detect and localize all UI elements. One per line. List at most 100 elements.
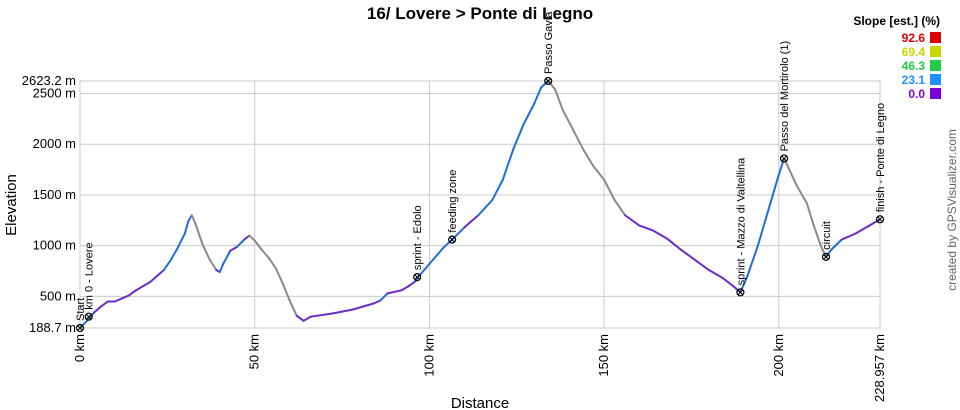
y-axis-ticks: 188.7 m 500 m 1000 m 1500 m 2000 m 2500 m2623…: [22, 73, 76, 335]
waypoint-marker-cross: [85, 313, 92, 320]
legend-title: Slope [est.] (%): [853, 14, 940, 28]
elevation-segment: [533, 86, 543, 105]
waypoint-marker-cross: [823, 253, 829, 260]
waypoint-marker-cross: [77, 325, 83, 331]
elevation-segment: [302, 315, 312, 322]
y-tick-label: 2000 m: [33, 136, 76, 151]
waypoint-label: sprint - Edolo: [412, 205, 424, 270]
elevation-segment: [840, 232, 857, 241]
elevation-segment: [400, 285, 410, 292]
elevation-segment: [756, 209, 770, 247]
elevation-segment: [463, 214, 480, 229]
legend-swatch: [930, 46, 941, 57]
elevation-segment: [561, 107, 574, 131]
elevation-segment: [522, 102, 536, 125]
x-tick-label: 150 km: [596, 334, 611, 377]
elevation-segment: [309, 314, 319, 318]
elevation-segment: [554, 88, 564, 110]
elevation-segment: [316, 312, 333, 317]
elevation-segment: [330, 308, 354, 315]
waypoint-marker-cross: [877, 216, 883, 223]
elevation-segment: [707, 269, 724, 280]
elevation-segment: [229, 245, 239, 252]
waypoint-label: Start: [75, 298, 87, 321]
legend-entry-label: 23.1: [902, 73, 926, 87]
waypoint-marker-cross: [737, 289, 744, 296]
waypoint-marker: [448, 235, 457, 244]
elevation-segment: [379, 292, 389, 302]
elevation-segment: [218, 262, 225, 274]
waypoint-label: circuit: [821, 221, 833, 250]
elevation-segment: [407, 280, 417, 288]
legend-swatch: [930, 60, 941, 71]
waypoint-label: Passo Gavia: [543, 11, 555, 74]
waypoint-marker: [779, 154, 789, 163]
elevation-segment: [830, 238, 843, 251]
x-tick-label: 228.957 km: [872, 334, 887, 402]
elevation-segment: [777, 157, 786, 176]
elevation-segment: [222, 249, 232, 265]
x-tick-label: 0 km: [72, 334, 87, 362]
elevation-segment: [169, 246, 179, 261]
elevation-segment: [274, 267, 284, 285]
elevation-series: [79, 80, 881, 329]
elevation-segment: [693, 258, 710, 272]
waypoint-marker: [821, 252, 831, 261]
legend-entry-label: 69.4: [902, 45, 926, 59]
elevation-segment: [721, 277, 735, 288]
elevation-segment: [491, 178, 504, 202]
elevation-segment: [819, 244, 827, 258]
elevation-segment: [295, 314, 305, 322]
x-axis-ticks: 0 km 50 km 100 km 150 km 200 km 228.957 km: [72, 334, 887, 402]
elevation-segment: [351, 302, 375, 311]
y-axis-label: Elevation: [3, 174, 20, 236]
y-tick-label: 1500 m: [33, 187, 76, 202]
elevation-segment: [99, 300, 109, 308]
legend: Slope [est.] (%) 92.669.446.323.10.0: [853, 14, 941, 101]
elevation-segment: [624, 214, 641, 227]
y-tick-label: 188.7 m: [29, 320, 76, 335]
elevation-segment: [288, 299, 298, 317]
elevation-segment: [571, 128, 585, 151]
y-tick-label: 2623.2 m: [22, 73, 76, 88]
waypoint-marker: [736, 288, 745, 297]
credit-label: created by GPSVisualizer.com: [945, 129, 959, 291]
elevation-segment: [92, 305, 102, 314]
elevation-segment: [501, 148, 515, 181]
waypoint-label: Passo del Mortirolo (1): [779, 41, 791, 152]
elevation-segment: [372, 299, 382, 305]
elevation-segment: [162, 258, 172, 272]
elevation-segment: [783, 157, 791, 171]
elevation-segment: [183, 220, 190, 235]
legend-swatch: [930, 32, 941, 43]
legend-entry-label: 92.6: [902, 31, 926, 45]
elevation-segment: [431, 246, 445, 261]
elevation-segment: [767, 173, 780, 212]
legend-entry-label: 0.0: [908, 87, 925, 101]
elevation-segment: [386, 289, 403, 295]
elevation-segment: [679, 248, 696, 261]
elevation-segment: [477, 199, 494, 217]
waypoint-marker: [413, 273, 422, 282]
y-tick-label: 1000 m: [33, 238, 76, 253]
elevation-segment: [248, 234, 256, 242]
elevation-segment: [134, 285, 144, 292]
x-tick-label: 100 km: [421, 334, 436, 377]
waypoint-marker-cross: [781, 155, 787, 162]
elevation-segment: [603, 178, 616, 202]
elevation-segment: [868, 218, 881, 227]
x-axis-label: Distance: [451, 395, 509, 410]
elevation-segment: [113, 297, 123, 303]
legend-entry-label: 46.3: [902, 59, 926, 73]
elevation-segment: [243, 234, 251, 241]
elevation-segment: [190, 214, 197, 225]
elevation-segment: [208, 257, 218, 272]
waypoint-label: finish - Ponte di Legno: [875, 103, 887, 212]
elevation-segment: [788, 168, 798, 186]
x-tick-label: 200 km: [771, 334, 786, 377]
grid: [79, 80, 881, 329]
waypoint-marker: [75, 323, 85, 333]
elevation-segment: [512, 122, 525, 151]
elevation-segment: [613, 199, 627, 217]
